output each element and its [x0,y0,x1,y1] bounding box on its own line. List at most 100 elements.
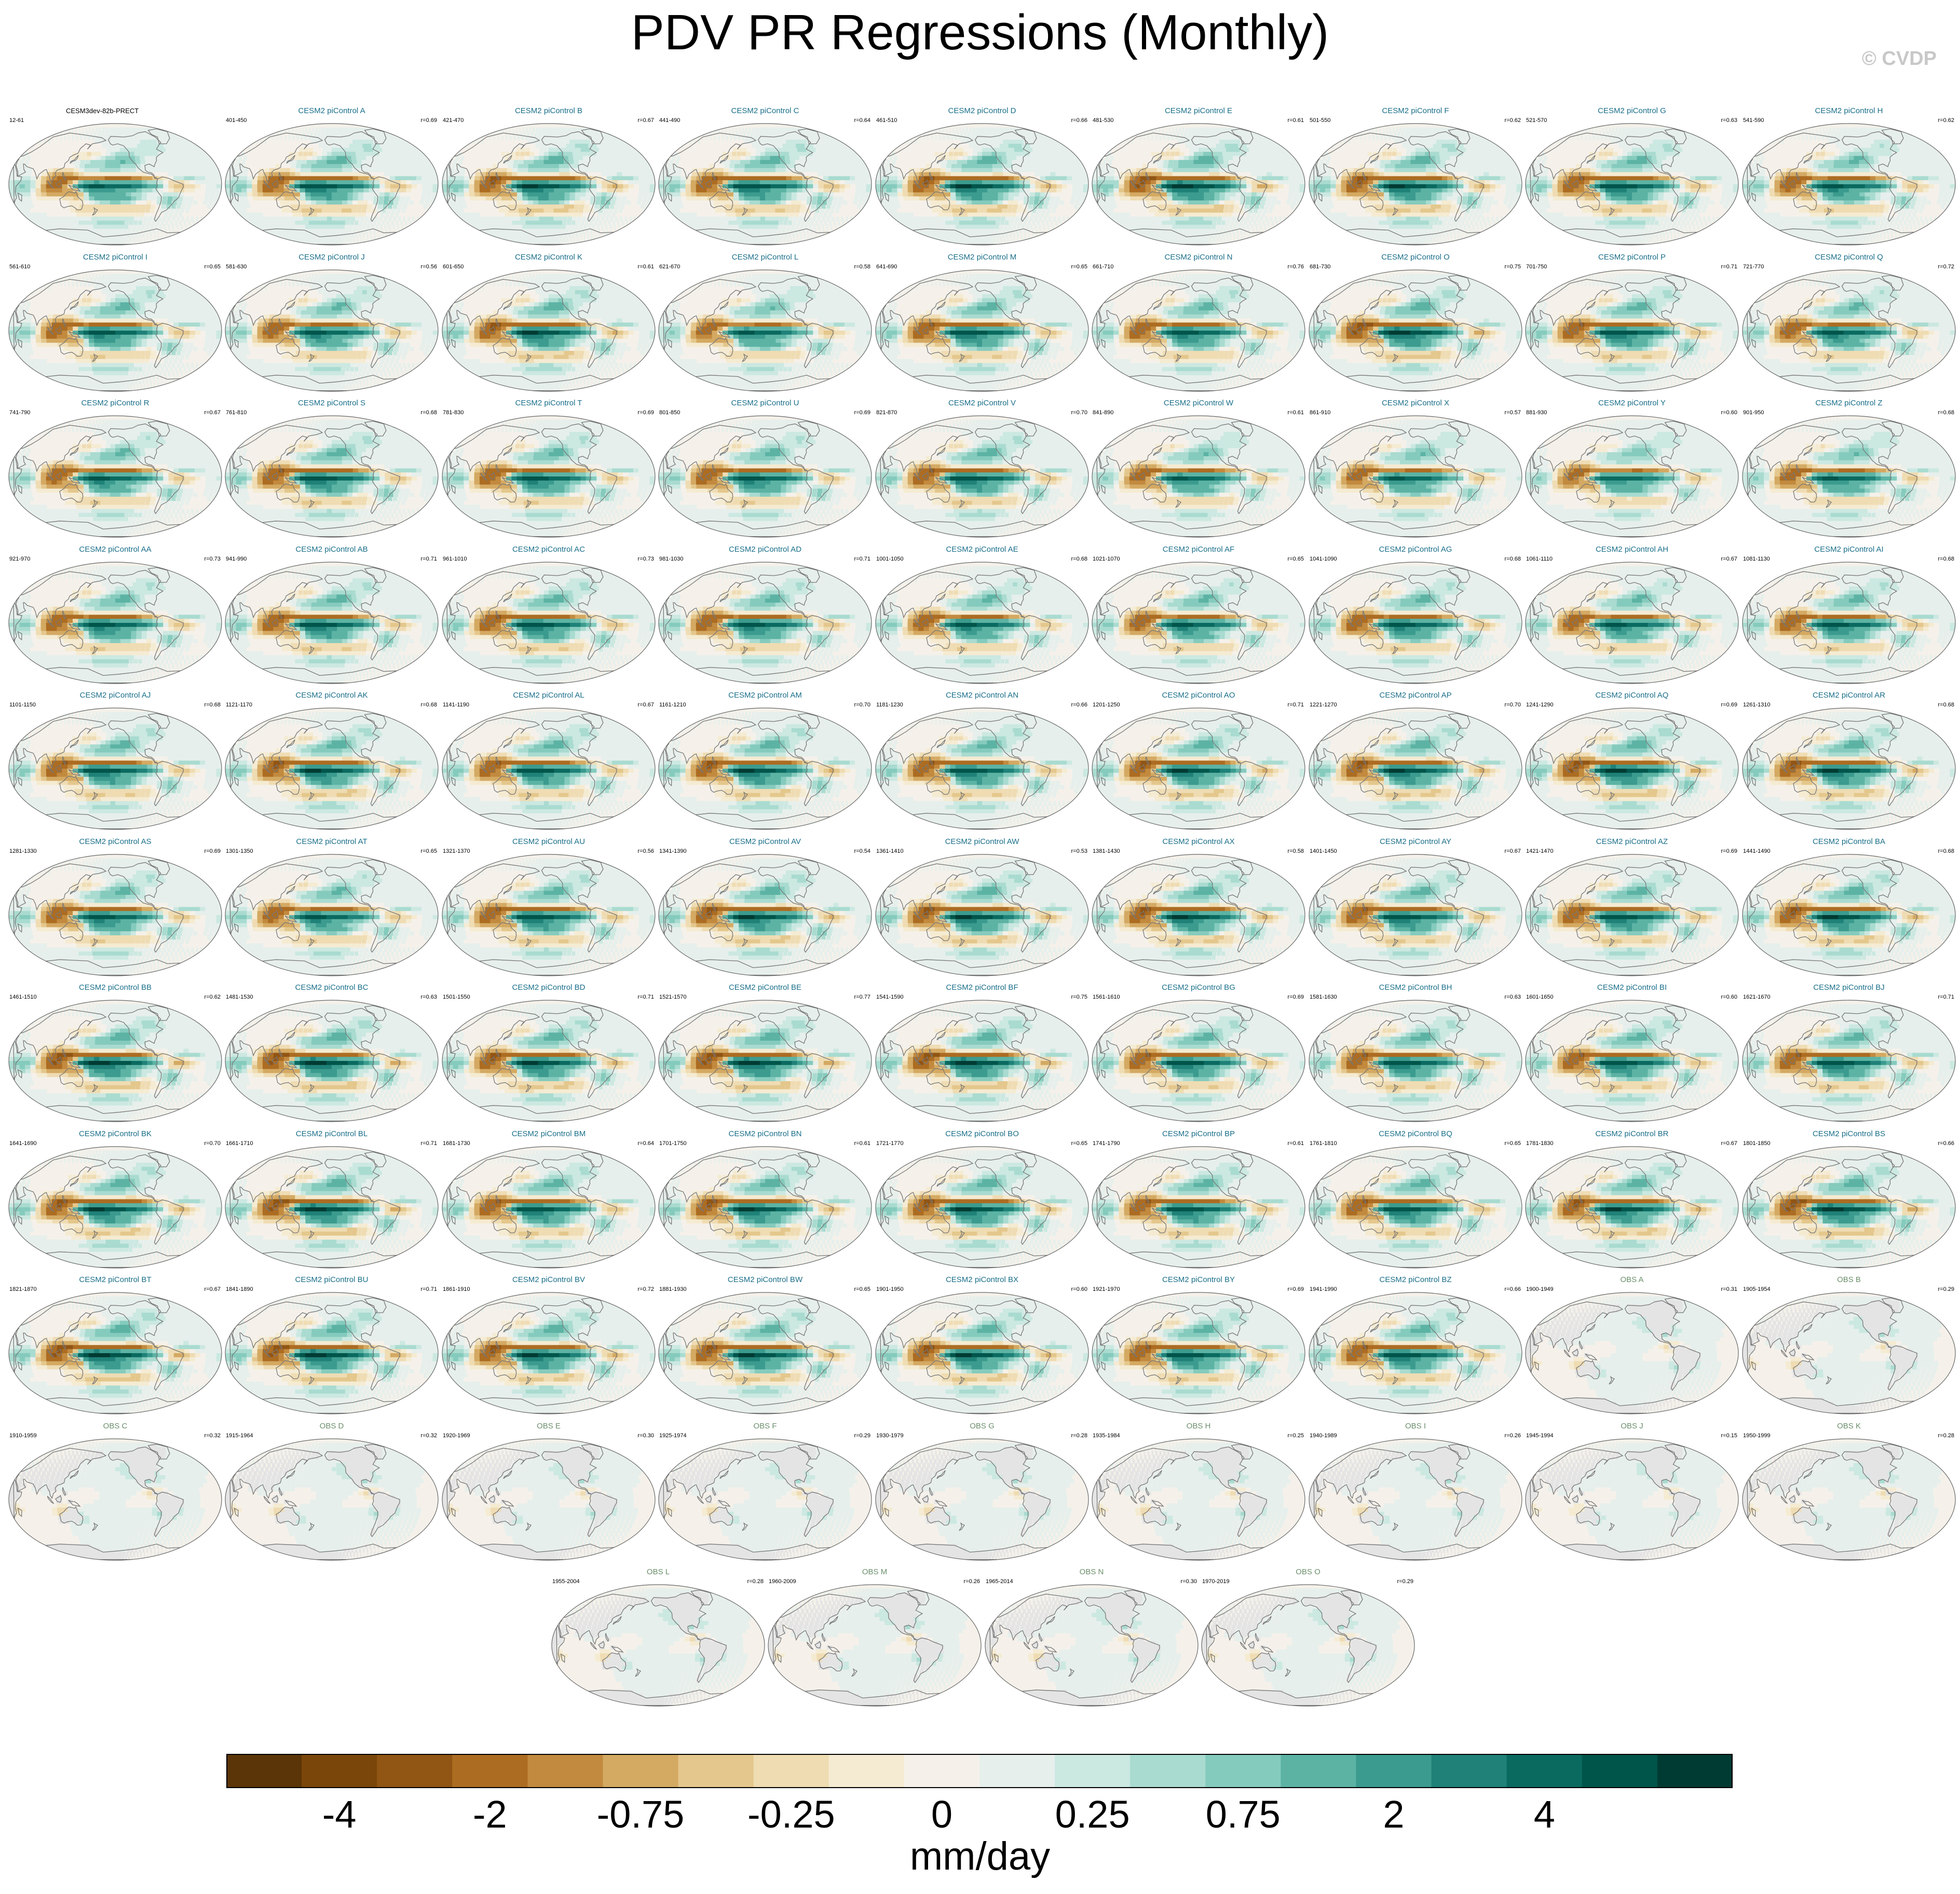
map-panel-20 [441,415,656,538]
panel-title: CESM2 piControl BM [441,1129,656,1139]
map-panel: CESM2 piControl AT 1301-1350 r=0.65 [224,837,439,977]
panel-title: CESM2 piControl AH [1525,545,1739,554]
colorbar-swatch [1582,1754,1658,1788]
map-panel: CESM2 piControl F 501-550 r=0.62 [1308,106,1523,247]
map-panel-90 [551,1584,766,1707]
map-panel: CESM2 piControl BT 1821-1870 r=0.67 [8,1275,223,1415]
map-panel: OBS I 1940-1989 r=0.26 [1308,1422,1523,1562]
map-panel: OBS B 1905-1954 r=0.29 [1741,1275,1956,1415]
map-panel-79 [1525,1291,1739,1415]
colorbar-tick-label: -0.75 [597,1792,685,1836]
map-panel-45 [8,853,223,977]
map-panel: CESM2 piControl R 741-790 r=0.67 [8,399,223,539]
panel-title: CESM2 piControl AP [1308,691,1523,700]
map-panel: OBS G 1930-1979 r=0.28 [875,1422,1090,1562]
map-panel-3 [658,122,873,246]
map-panel-92 [984,1584,1199,1707]
map-panel-0 [8,122,223,246]
panel-title: CESM2 piControl BY [1091,1275,1306,1285]
map-panel-22 [875,415,1090,538]
colorbar-swatch [1130,1754,1206,1788]
panel-title: CESM2 piControl N [1091,253,1306,262]
panel-title: CESM2 piControl AW [875,837,1090,847]
panel-title: CESM2 piControl AV [658,837,873,847]
panel-title: CESM2 piControl BB [8,983,223,992]
panel-title: CESM2 piControl AY [1308,837,1523,847]
colorbar-swatch [527,1754,603,1788]
map-panel: CESM2 piControl S 761-810 r=0.68 [224,399,439,539]
map-panel-23 [1091,415,1306,538]
map-panel: CESM2 piControl AV 1341-1390 r=0.54 [658,837,873,977]
colorbar-tick-label: 2 [1383,1792,1404,1836]
panel-title: CESM2 piControl BZ [1308,1275,1523,1285]
panel-title: CESM2 piControl BA [1741,837,1956,847]
map-panel: CESM2 piControl AR 1261-1310 r=0.68 [1741,691,1956,831]
map-panel: OBS F 1925-1974 r=0.29 [658,1422,873,1562]
panel-title: CESM2 piControl Z [1741,399,1956,408]
map-panel: CESM2 piControl U 801-850 r=0.69 [658,399,873,539]
panel-title: CESM2 piControl AU [441,837,656,847]
map-panel-32 [1091,561,1306,685]
map-panel-49 [875,853,1090,977]
panel-title: OBS L [551,1568,766,1577]
panel-title: CESM2 piControl BD [441,983,656,992]
panel-title: OBS K [1741,1422,1956,1431]
map-panel: OBS A 1900-1949 r=0.31 [1525,1275,1739,1415]
map-panel-76 [875,1291,1090,1415]
panel-title: CESM2 piControl Y [1525,399,1739,408]
map-panel-21 [658,415,873,538]
map-panel-85 [875,1438,1090,1561]
map-panel: CESM2 piControl Q 721-770 r=0.72 [1741,253,1956,393]
map-panel-17 [1741,269,1956,392]
map-panel-77 [1091,1291,1306,1415]
map-panel: CESM2 piControl AM 1161-1210 r=0.70 [658,691,873,831]
colorbar-swatch [452,1754,528,1788]
panel-title: OBS D [224,1422,439,1431]
map-panel: CESM2 piControl BA 1441-1490 r=0.68 [1741,837,1956,977]
panel-title: OBS A [1525,1275,1739,1285]
panel-title: CESM2 piControl H [1741,106,1956,116]
map-panel-58 [875,999,1090,1123]
panel-title: OBS M [767,1568,982,1577]
map-panel-63 [8,1146,223,1269]
map-panel: CESM2 piControl BK 1641-1690 r=0.70 [8,1129,223,1270]
page-title: PDV PR Regressions (Monthly) [0,4,1960,61]
colorbar-swatch [829,1754,905,1788]
map-panel-10 [224,269,439,392]
panel-title: CESM2 piControl AC [441,545,656,554]
map-panel: CESM2 piControl AU 1321-1370 r=0.56 [441,837,656,977]
map-panel: CESM2 piControl C 441-490 r=0.64 [658,106,873,247]
map-panel-8 [1741,122,1956,246]
panel-title: CESM2 piControl T [441,399,656,408]
map-panel-67 [875,1146,1090,1269]
map-panel: CESM2 piControl I 561-610 r=0.65 [8,253,223,393]
panel-title: CESM2 piControl BE [658,983,873,992]
panel-title: CESM2 piControl BX [875,1275,1090,1285]
map-panel-70 [1525,1146,1739,1269]
panel-title: CESM2 piControl AR [1741,691,1956,700]
map-panel-35 [1741,561,1956,685]
map-panel-13 [875,269,1090,392]
colorbar-swatch [1657,1754,1733,1788]
map-panel-7 [1525,122,1739,246]
map-panel: CESM2 piControl B 421-470 r=0.67 [441,106,656,247]
panel-title: OBS J [1525,1422,1739,1431]
map-panel: CESM2 piControl BB 1461-1510 r=0.62 [8,983,223,1123]
panel-title: CESM2 piControl AN [875,691,1090,700]
panel-title: CESM2 piControl AZ [1525,837,1739,847]
map-panel-88 [1525,1438,1739,1561]
map-panel: CESM2 piControl BY 1921-1970 r=0.69 [1091,1275,1306,1415]
map-panel-40 [875,707,1090,830]
panel-title: CESM2 piControl AO [1091,691,1306,700]
map-panel: OBS N 1965-2014 r=0.30 [984,1568,1199,1708]
panel-title: CESM2 piControl AI [1741,545,1956,554]
map-panel-30 [658,561,873,685]
map-panel: OBS K 1950-1999 r=0.28 [1741,1422,1956,1562]
map-panel: CESM2 piControl BJ 1621-1670 r=0.71 [1741,983,1956,1123]
map-panel-48 [658,853,873,977]
map-panel: CESM2 piControl V 821-870 r=0.70 [875,399,1090,539]
map-panel-31 [875,561,1090,685]
colorbar-tick-label: -4 [322,1792,357,1836]
map-panel-36 [8,707,223,830]
map-panel-87 [1308,1438,1523,1561]
